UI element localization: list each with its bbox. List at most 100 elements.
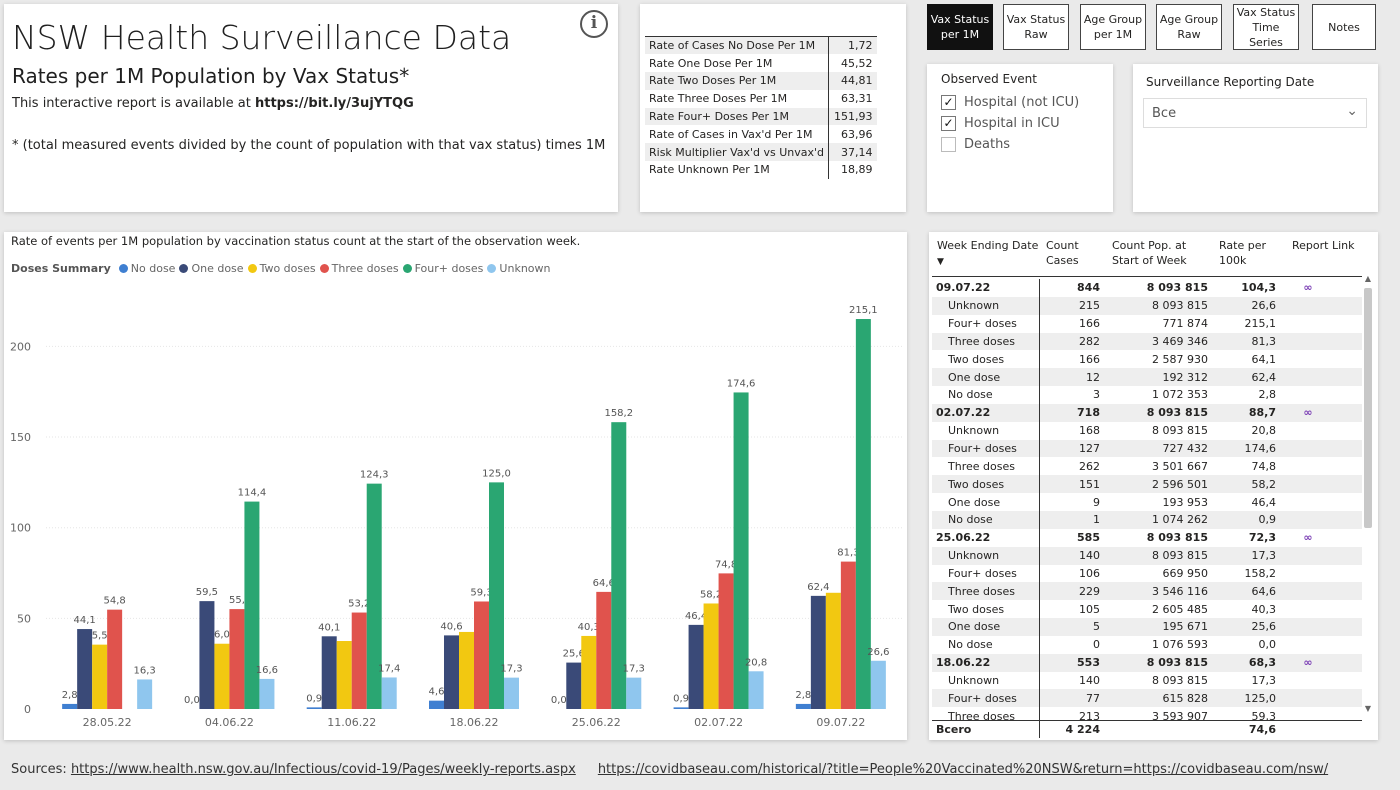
nav-button-age-group-per-1m[interactable]: Age Group per 1M: [1080, 4, 1146, 50]
title-card: NSW Health Surveillance Data Rates per 1…: [4, 4, 618, 212]
cell-cases: 585: [1077, 531, 1100, 545]
legend-item[interactable]: Three doses: [319, 262, 399, 275]
link-icon[interactable]: ∞: [1303, 281, 1313, 295]
table-row[interactable]: Four+ doses 106 669 950 158,2: [932, 564, 1362, 583]
cell-rate: 25,6: [1251, 620, 1277, 634]
date-dropdown-value: Bce: [1152, 106, 1177, 121]
bar-two-doses: [214, 643, 230, 709]
date-dropdown[interactable]: Bce ⌄: [1143, 98, 1367, 128]
link-icon[interactable]: ∞: [1303, 531, 1313, 545]
nav-button-age-group-raw[interactable]: Age Group Raw: [1156, 4, 1222, 50]
cell-pop: 8 093 815: [1152, 549, 1208, 563]
table-row[interactable]: No dose 1 1 074 262 0,9: [932, 510, 1362, 529]
cell-rate: 17,3: [1251, 549, 1277, 563]
link-icon[interactable]: ∞: [1303, 406, 1313, 420]
table-row[interactable]: Two doses 166 2 587 930 64,1: [932, 350, 1362, 369]
nav-button-vax-status-per-1m[interactable]: Vax Status per 1M: [927, 4, 993, 50]
summary-value: 37,14: [828, 143, 877, 162]
report-link[interactable]: https://bit.ly/3ujYTQG: [255, 96, 414, 111]
bar-no-dose: [306, 707, 322, 709]
cell-pop: 1 072 353: [1152, 388, 1208, 402]
data-label: 2,8: [795, 690, 811, 701]
col-header-cases[interactable]: Count Cases: [1046, 239, 1079, 267]
checkbox-empty-icon[interactable]: [941, 137, 956, 152]
table-row[interactable]: Unknown 215 8 093 815 26,6: [932, 296, 1362, 315]
table-row[interactable]: Two doses 151 2 596 501 58,2: [932, 475, 1362, 494]
data-label: 0,0: [551, 695, 567, 706]
bar-two-doses: [336, 641, 352, 709]
data-label: 215,1: [849, 305, 878, 316]
nav-button-vax-status-raw[interactable]: Vax Status Raw: [1003, 4, 1069, 50]
cell-name: One dose: [932, 493, 1040, 511]
summary-label: Rate One Dose Per 1M: [649, 56, 773, 70]
event-option[interactable]: ✓ Hospital (not ICU): [941, 95, 1079, 110]
x-tick-label: 28.05.22: [83, 716, 132, 729]
info-icon[interactable]: i: [580, 10, 608, 38]
legend-item[interactable]: No dose: [118, 262, 175, 275]
event-option[interactable]: ✓ Hospital in ICU: [941, 116, 1060, 131]
header-divider: [932, 276, 1362, 277]
summary-row: Rate One Dose Per 1M 45,52: [645, 54, 877, 73]
link-icon[interactable]: ∞: [1303, 656, 1313, 670]
availability-text: This interactive report is available at …: [12, 96, 414, 111]
table-row[interactable]: Two doses 105 2 605 485 40,3: [932, 600, 1362, 619]
table-row[interactable]: No dose 3 1 072 353 2,8: [932, 386, 1362, 404]
table-row[interactable]: Unknown 140 8 093 815 17,3: [932, 671, 1362, 690]
col-header-week[interactable]: Week Ending Date ▼: [937, 239, 1039, 267]
cell-name: No dose: [932, 635, 1040, 654]
table-row[interactable]: Unknown 140 8 093 815 17,3: [932, 546, 1362, 565]
week-group-row[interactable]: 25.06.22 585 8 093 815 72,3 ∞: [932, 528, 1362, 547]
data-label: 4,6: [429, 687, 445, 698]
scroll-down-icon[interactable]: ▼: [1364, 704, 1372, 713]
legend-item[interactable]: One dose: [179, 262, 244, 275]
source-link-covidbaseau[interactable]: https://covidbaseau.com/historical/?titl…: [597, 762, 1329, 777]
week-group-row[interactable]: 02.07.22 718 8 093 815 88,7 ∞: [932, 403, 1362, 422]
table-row[interactable]: Four+ doses 77 615 828 125,0: [932, 689, 1362, 708]
table-row[interactable]: Unknown 168 8 093 815 20,8: [932, 421, 1362, 440]
summary-label: Rate Four+ Doses Per 1M: [645, 107, 829, 126]
event-option[interactable]: Deaths: [941, 137, 1010, 152]
table-row[interactable]: One dose 9 193 953 46,4: [932, 493, 1362, 511]
sources: Sources: https://www.health.nsw.gov.au/I…: [11, 762, 1328, 777]
scrollbar-thumb[interactable]: [1364, 288, 1372, 528]
cell-name: Three doses: [932, 582, 1040, 601]
nav-button-label: Vax Status per 1M: [930, 13, 990, 41]
checkbox-checked-icon[interactable]: ✓: [941, 95, 956, 110]
checkbox-checked-icon[interactable]: ✓: [941, 116, 956, 131]
summary-table: Rate of Cases No Dose Per 1M 1,72 Rate One…: [645, 36, 877, 179]
source-link-nsw-health[interactable]: https://www.health.nsw.gov.au/Infectious…: [70, 762, 576, 777]
nav-button-notes[interactable]: Notes: [1312, 4, 1376, 50]
table-row[interactable]: Four+ doses 127 727 432 174,6: [932, 439, 1362, 458]
bar-one-dose: [444, 635, 459, 709]
col-header-pop[interactable]: Count Pop. at Start of Week: [1112, 239, 1187, 267]
table-row[interactable]: Three doses 262 3 501 667 74,8: [932, 457, 1362, 476]
col-header-link[interactable]: Report Link: [1292, 239, 1355, 252]
table-row[interactable]: One dose 5 195 671 25,6: [932, 618, 1362, 636]
legend-item[interactable]: Four+ doses: [402, 262, 483, 275]
col-header-rate[interactable]: Rate per 100k: [1219, 239, 1266, 267]
nav-button-vax-status-time-series[interactable]: Vax Status Time Series: [1233, 4, 1299, 50]
event-option-label: Deaths: [964, 137, 1011, 152]
cell-pop: 8 093 815: [1146, 281, 1208, 295]
data-label: 25,6: [563, 649, 585, 660]
cell-pop: 8 093 815: [1146, 656, 1208, 670]
table-row[interactable]: Three doses 282 3 469 346 81,3: [932, 332, 1362, 351]
cell-name: Four+ doses: [932, 689, 1040, 708]
scroll-up-icon[interactable]: ▲: [1364, 274, 1372, 283]
bar-two-doses: [703, 603, 719, 709]
table-scrollbar[interactable]: ▲ ▼: [1363, 274, 1373, 716]
table-row[interactable]: No dose 0 1 076 593 0,0: [932, 635, 1362, 654]
table-row[interactable]: Three doses 213 3 593 907 59,3: [932, 707, 1362, 726]
table-row[interactable]: Three doses 229 3 546 116 64,6: [932, 582, 1362, 601]
chart-card: 0 50 100 150 200 2,8 44,1 5,5 54,8 16,3 28.05.22 0,…: [4, 232, 907, 740]
cell-cases: 718: [1077, 406, 1100, 420]
legend-item[interactable]: Unknown: [487, 262, 551, 275]
cell-cases: 140: [1079, 549, 1100, 563]
week-group-row[interactable]: 18.06.22 553 8 093 815 68,3 ∞: [932, 653, 1362, 672]
observed-event-heading: Observed Event: [941, 72, 1037, 86]
legend-item[interactable]: Two doses: [247, 262, 316, 275]
table-row[interactable]: One dose 12 192 312 62,4: [932, 368, 1362, 387]
table-row[interactable]: Four+ doses 166 771 874 215,1: [932, 314, 1362, 333]
cell-name: 18.06.22: [932, 653, 1040, 672]
week-group-row[interactable]: 09.07.22 844 8 093 815 104,3 ∞: [932, 279, 1362, 297]
